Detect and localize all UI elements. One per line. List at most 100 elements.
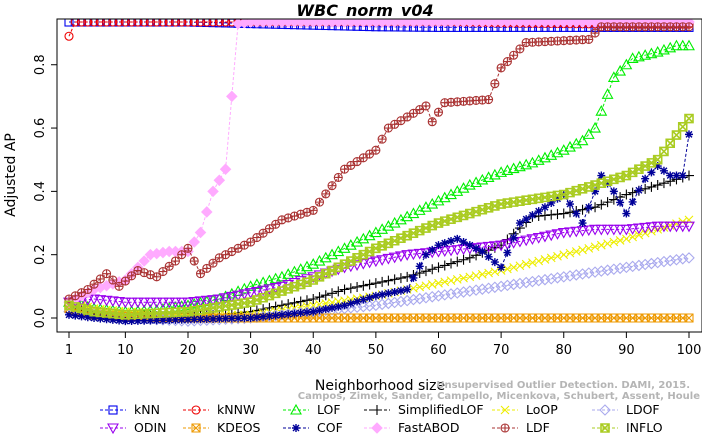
series-point-odin bbox=[520, 235, 533, 247]
series-point-cof bbox=[566, 200, 575, 209]
y-tick-label: 0.8 bbox=[33, 54, 48, 75]
series-point-odin bbox=[232, 290, 245, 302]
series-point-knnw bbox=[120, 19, 130, 27]
series-point-cof bbox=[240, 314, 249, 323]
series-point-odin bbox=[188, 296, 201, 308]
series-point-ldof bbox=[526, 275, 539, 288]
series-point-odin bbox=[570, 226, 583, 238]
credit-line-1: Campos, Zimek, Sander, Campello, Micenko… bbox=[298, 391, 700, 402]
legend-label: LOF bbox=[317, 402, 341, 417]
series-point-simplifiedlof bbox=[339, 284, 350, 295]
legend-item-knnw: kNNW bbox=[183, 402, 255, 417]
series-inflo bbox=[64, 113, 694, 320]
series-point-ldof bbox=[670, 253, 683, 266]
series-point-odin bbox=[545, 230, 558, 242]
legend-label: kNNW bbox=[217, 402, 255, 417]
series-point-odin bbox=[150, 297, 163, 309]
series-point-odin bbox=[676, 221, 689, 233]
series-point-cof bbox=[284, 310, 293, 319]
series-point-odin bbox=[645, 222, 658, 233]
series-point-cof bbox=[234, 314, 243, 323]
series-point-lof bbox=[589, 121, 601, 133]
series-point-simplifiedlof bbox=[283, 299, 294, 310]
series-point-ldof bbox=[520, 276, 532, 289]
series-point-cof bbox=[591, 187, 600, 196]
series-point-ldf bbox=[83, 284, 93, 295]
series-point-simplifiedlof bbox=[333, 286, 344, 297]
series-point-odin bbox=[557, 227, 570, 239]
series-point-knnw bbox=[177, 19, 187, 27]
series-point-simplifiedlof bbox=[389, 274, 400, 285]
series-point-ldf bbox=[208, 258, 218, 268]
series-point-simplifiedlof bbox=[546, 209, 557, 220]
series-point-odin bbox=[382, 253, 395, 265]
series-point-knnw bbox=[64, 31, 74, 41]
series-point-odin bbox=[564, 227, 576, 239]
series-point-lof bbox=[576, 134, 589, 146]
series-point-simplifiedlof bbox=[433, 262, 444, 273]
series-point-knnw bbox=[83, 19, 93, 27]
series-point-ldf bbox=[333, 172, 343, 182]
series-point-ldof bbox=[658, 255, 670, 268]
series-point-cof bbox=[102, 315, 111, 324]
series-point-simplifiedlof bbox=[658, 178, 669, 189]
series-point-odin bbox=[175, 297, 188, 309]
series-point-odin bbox=[582, 225, 595, 237]
series-point-ldof bbox=[576, 268, 589, 280]
series-point-simplifiedlof bbox=[352, 281, 363, 292]
series-point-cof bbox=[90, 314, 99, 322]
legend-marker bbox=[500, 405, 510, 415]
series-point-cof bbox=[653, 162, 662, 171]
series-point-ldof bbox=[457, 286, 470, 298]
series-point-cof bbox=[177, 315, 186, 324]
series-point-inflo bbox=[684, 113, 694, 124]
series-point-odin bbox=[144, 297, 157, 309]
series-point-simplifiedlof bbox=[395, 273, 406, 284]
series-point-lof bbox=[614, 64, 627, 76]
series-point-ldf bbox=[433, 107, 444, 117]
plot-frame bbox=[56, 18, 702, 333]
legend-label: LDOF bbox=[626, 402, 660, 417]
series-point-fastabod bbox=[194, 226, 207, 239]
series-point-ldof bbox=[583, 267, 595, 279]
series-point-cof bbox=[540, 203, 549, 212]
series-point-cof bbox=[434, 241, 443, 250]
series-point-knnw bbox=[202, 19, 212, 27]
series-point-cof bbox=[447, 236, 456, 245]
series-point-cof bbox=[165, 316, 174, 325]
series-point-ldof bbox=[451, 287, 464, 299]
series-point-cof bbox=[634, 186, 643, 195]
series-point-simplifiedlof bbox=[646, 181, 657, 192]
series-point-simplifiedlof bbox=[552, 209, 563, 220]
series-point-odin bbox=[394, 251, 407, 263]
series-point-cof bbox=[140, 316, 149, 325]
series-point-loop bbox=[540, 255, 550, 264]
series-point-simplifiedlof bbox=[596, 199, 607, 210]
series-point-ldof bbox=[645, 257, 658, 270]
series-point-ldf bbox=[684, 22, 694, 32]
series-point-simplifiedlof bbox=[308, 294, 319, 305]
series-point-cof bbox=[597, 171, 606, 180]
series-point-odin bbox=[357, 258, 370, 270]
series-point-simplifiedlof bbox=[370, 278, 381, 289]
series-point-ldof bbox=[664, 254, 676, 267]
series-point-fastabod bbox=[207, 185, 219, 198]
x-tick-label: 60 bbox=[430, 343, 447, 358]
series-point-ldf bbox=[164, 261, 174, 271]
series-point-odin bbox=[100, 295, 113, 307]
legend-label: LoOP bbox=[526, 402, 558, 417]
series-point-cof bbox=[246, 314, 255, 322]
series-point-ldof bbox=[595, 265, 608, 277]
series-point-cof bbox=[672, 171, 681, 180]
series-point-loop bbox=[565, 248, 575, 258]
series-point-odin bbox=[532, 233, 545, 244]
series-point-cof bbox=[547, 198, 556, 207]
legend-label: kNN bbox=[134, 402, 160, 417]
series-point-cof bbox=[296, 308, 305, 317]
series-point-loop bbox=[578, 245, 587, 255]
series-point-ldof bbox=[445, 288, 457, 300]
series-point-ldof bbox=[426, 291, 439, 303]
series-point-ldf bbox=[321, 189, 331, 199]
series-point-simplifiedlof bbox=[464, 252, 475, 263]
legend-item-fastabod: FastABOD bbox=[364, 420, 460, 434]
